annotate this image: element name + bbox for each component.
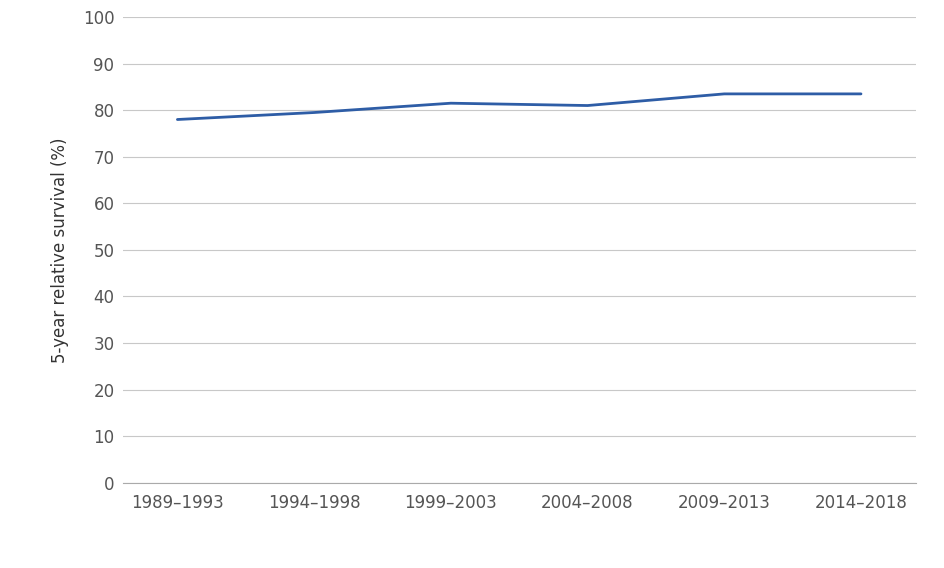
Y-axis label: 5-year relative survival (%): 5-year relative survival (%)	[51, 137, 69, 363]
